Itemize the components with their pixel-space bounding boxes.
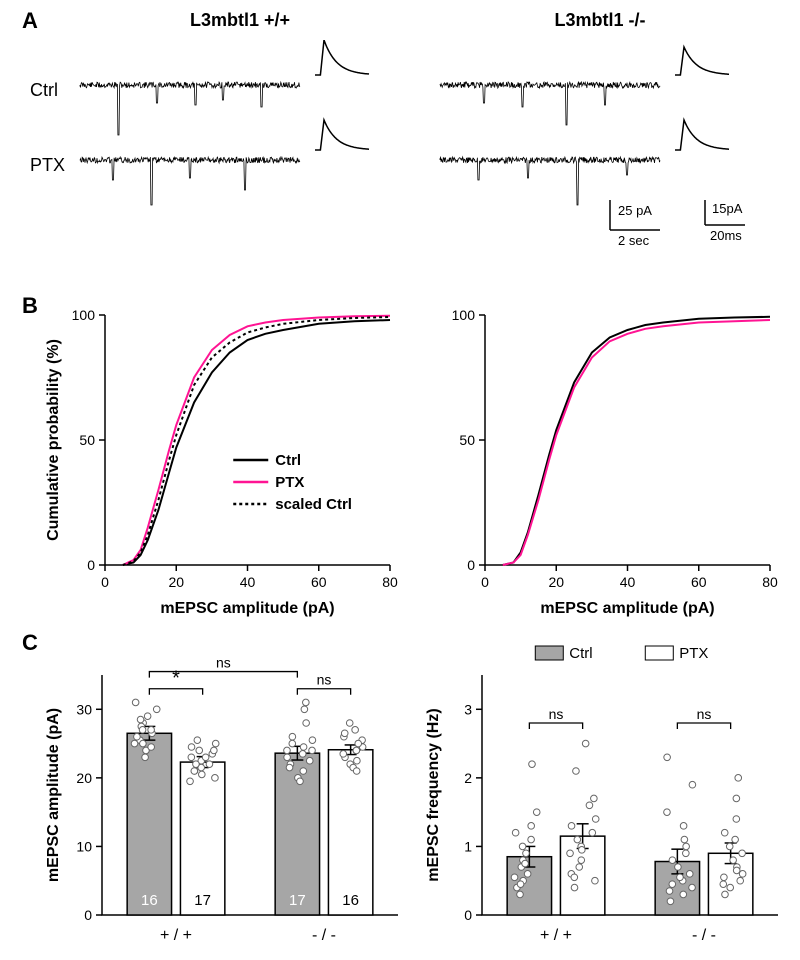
svg-text:- / -: - / - (692, 927, 716, 944)
svg-text:20: 20 (76, 770, 92, 786)
svg-text:40: 40 (620, 574, 636, 590)
svg-text:16: 16 (342, 892, 359, 909)
svg-text:0: 0 (464, 907, 472, 923)
svg-text:20: 20 (548, 574, 564, 590)
svg-text:0: 0 (87, 557, 95, 573)
svg-text:PTX: PTX (275, 474, 304, 491)
svg-text:0: 0 (84, 907, 92, 923)
svg-text:80: 80 (762, 574, 778, 590)
svg-text:3: 3 (464, 701, 472, 717)
svg-text:50: 50 (459, 432, 475, 448)
svg-text:16: 16 (141, 892, 158, 909)
figure: A B C L3mbtl1 +/+ L3mbtl1 -/- Ctrl PTX 2… (0, 0, 800, 957)
svg-text:17: 17 (194, 892, 211, 909)
svg-text:Ctrl: Ctrl (569, 645, 592, 662)
svg-text:60: 60 (311, 574, 327, 590)
panel-b-label: B (22, 293, 38, 319)
svg-text:0: 0 (101, 574, 109, 590)
svg-text:0: 0 (481, 574, 489, 590)
panel-c-amplitude-chart: 0 10 20 30 mEPSC amplitude (pA) 16 17 17 16 + / +… (40, 640, 410, 960)
svg-text:30: 30 (76, 701, 92, 717)
svg-text:+ / +: + / + (540, 927, 572, 944)
svg-text:ns: ns (216, 655, 231, 671)
svg-text:2 sec: 2 sec (618, 233, 650, 248)
panel-c-frequency-chart: 0 1 2 3 mEPSC frequency (Hz) + / + - / - ns ns Ct… (420, 640, 790, 960)
svg-text:scaled Ctrl: scaled Ctrl (275, 496, 352, 513)
panel-a-label: A (22, 8, 38, 34)
svg-text:ns: ns (317, 672, 332, 688)
panel-b-wt-chart: 0 20 40 60 80 0 50 100 mEPSC amplitude (pA) Cumul… (40, 300, 410, 625)
ko-header: L3mbtl1 -/- (460, 10, 740, 31)
svg-text:+ / +: + / + (160, 927, 192, 944)
svg-text:mEPSC amplitude (pA): mEPSC amplitude (pA) (160, 600, 334, 617)
panel-b-ko-chart: 0 20 40 60 80 0 50 100 mEPSC amplitude (pA) (420, 300, 790, 625)
svg-text:Ctrl: Ctrl (275, 452, 301, 469)
svg-text:- / -: - / - (312, 927, 336, 944)
svg-text:PTX: PTX (679, 645, 708, 662)
svg-text:Cumulative probability (%): Cumulative probability (%) (45, 339, 62, 541)
wt-header: L3mbtl1 +/+ (100, 10, 380, 31)
panel-c-label: C (22, 630, 38, 656)
svg-text:60: 60 (691, 574, 707, 590)
svg-text:25 pA: 25 pA (618, 203, 652, 218)
svg-text:ns: ns (697, 706, 712, 722)
svg-text:15pA: 15pA (712, 201, 743, 216)
panel-a-traces: 25 pA 2 sec 15pA 20ms (0, 40, 800, 290)
svg-text:17: 17 (289, 892, 306, 909)
svg-text:40: 40 (240, 574, 256, 590)
svg-text:100: 100 (72, 307, 96, 323)
svg-text:20ms: 20ms (710, 228, 742, 243)
svg-text:20: 20 (168, 574, 184, 590)
svg-text:10: 10 (76, 838, 92, 854)
svg-text:0: 0 (467, 557, 475, 573)
svg-text:ns: ns (549, 706, 564, 722)
svg-text:100: 100 (452, 307, 476, 323)
svg-text:1: 1 (464, 838, 472, 854)
svg-text:mEPSC amplitude (pA): mEPSC amplitude (pA) (540, 600, 714, 617)
svg-text:80: 80 (382, 574, 398, 590)
svg-text:2: 2 (464, 770, 472, 786)
svg-text:mEPSC amplitude (pA): mEPSC amplitude (pA) (45, 708, 62, 882)
svg-text:50: 50 (79, 432, 95, 448)
svg-text:mEPSC frequency (Hz): mEPSC frequency (Hz) (425, 708, 442, 881)
